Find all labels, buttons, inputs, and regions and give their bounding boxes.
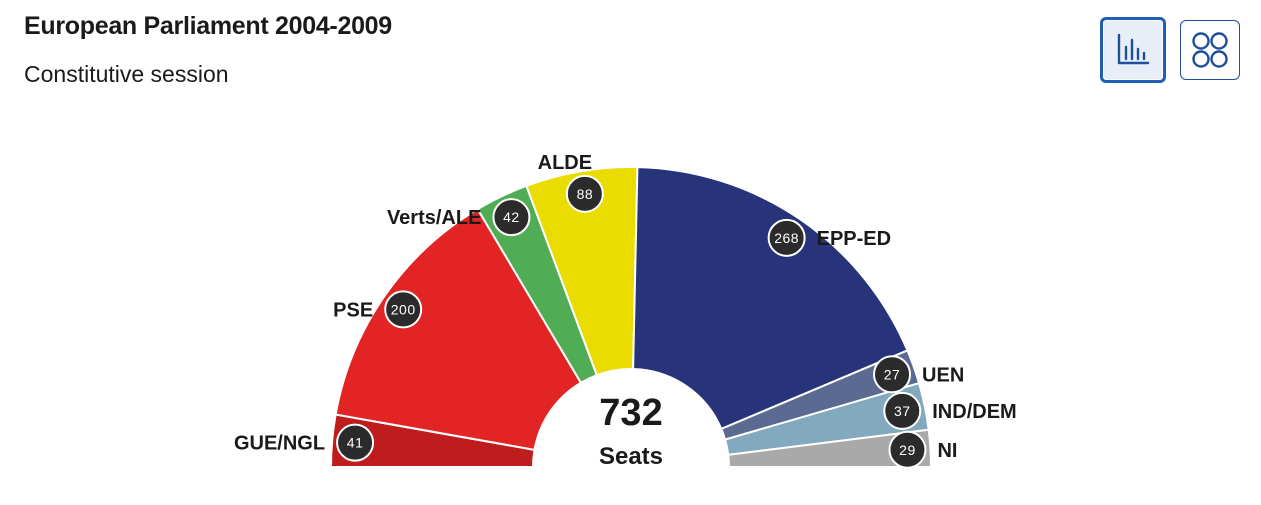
party-label-ind-dem: IND/DEM — [932, 401, 1016, 423]
party-label-epp-ed: EPP-ED — [817, 228, 891, 250]
seat-badge-gue-ngl: 41 — [336, 423, 375, 462]
party-label-gue-ngl: GUE/NGL — [234, 433, 325, 455]
party-label-alde: ALDE — [538, 152, 592, 174]
seat-badge-circle — [492, 198, 531, 237]
seat-badge-circle — [565, 174, 604, 213]
seat-badge-alde: 88 — [565, 174, 604, 213]
seat-count-pse: 200 — [391, 301, 416, 317]
grid-icon — [1192, 32, 1228, 68]
bar-chart-icon — [1117, 33, 1150, 65]
seat-badge-ind-dem: 37 — [883, 391, 922, 430]
total-seats-value: 732 — [599, 392, 662, 434]
seat-count-uen: 27 — [884, 366, 901, 382]
page-subtitle: Constitutive session — [24, 61, 229, 87]
seat-count-epp-ed: 268 — [774, 230, 799, 246]
seat-badge-epp-ed: 268 — [767, 218, 806, 257]
seat-count-ni: 29 — [899, 442, 916, 458]
seat-badge-circle — [767, 218, 806, 257]
seat-badge-circle — [336, 423, 375, 462]
seat-badge-pse: 200 — [384, 290, 423, 329]
page-title: European Parliament 2004-2009 — [24, 12, 392, 40]
seat-badge-uen: 27 — [873, 355, 912, 394]
seat-badge-circle — [888, 430, 927, 469]
seat-count-ind-dem: 37 — [894, 403, 911, 419]
party-label-verts-ale: Verts/ALE — [387, 207, 481, 229]
seat-count-gue-ngl: 41 — [347, 435, 364, 451]
party-label-uen: UEN — [922, 364, 964, 386]
seat-badge-circle — [873, 355, 912, 394]
slice-pse[interactable] — [334, 207, 583, 452]
view-toggle — [1100, 17, 1240, 83]
seat-count-verts-ale: 42 — [503, 209, 520, 225]
slice-ni[interactable] — [727, 428, 933, 468]
chart-labels: 41 GUE/NGL 200 PSE 42 Verts/ALE 88 ALDE 268 EPP-E… — [234, 152, 1017, 469]
party-label-ni: NI — [937, 440, 957, 462]
total-seats-label: Seats — [599, 443, 663, 470]
slice-epp-ed[interactable] — [632, 166, 909, 431]
party-label-pse: PSE — [333, 299, 373, 321]
seat-count-alde: 88 — [577, 186, 594, 202]
grid-view-button[interactable] — [1180, 20, 1240, 80]
chart-slices — [329, 166, 933, 468]
chart-view-button[interactable] — [1100, 17, 1166, 83]
seat-badge-circle — [883, 391, 922, 430]
seat-badge-verts-ale: 42 — [492, 198, 531, 237]
seat-badge-circle — [384, 290, 423, 329]
seat-badge-ni: 29 — [888, 430, 927, 469]
